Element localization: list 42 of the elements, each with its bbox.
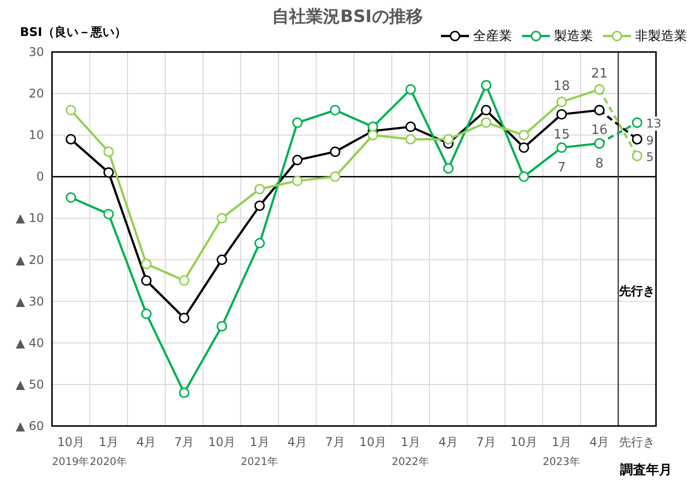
legend-label: 製造業 bbox=[554, 29, 593, 44]
y-axis-title: BSI（良い－悪い） bbox=[20, 25, 126, 39]
data-label: 5 bbox=[646, 150, 654, 164]
data-label: 9 bbox=[646, 133, 654, 148]
y-tick-label: 30 bbox=[28, 45, 44, 59]
y-tick-label: 20 bbox=[28, 86, 44, 101]
data-label: 8 bbox=[595, 156, 604, 172]
chart-title: 自社業況BSIの推移 bbox=[272, 7, 423, 27]
y-tick-label: ▲ 50 bbox=[16, 377, 44, 392]
y-tick-label: ▲ 60 bbox=[16, 419, 44, 433]
y-tick-label: ▲ 10 bbox=[16, 211, 44, 226]
x-tick-label: 7月 bbox=[325, 435, 345, 449]
legend-label: 非製造業 bbox=[635, 29, 687, 44]
y-tick-label: 10 bbox=[28, 128, 44, 142]
data-label: 15 bbox=[553, 127, 570, 142]
data-label: 13 bbox=[646, 116, 662, 131]
x-tick-label: 10月 2019年 bbox=[52, 435, 90, 468]
x-tick-label: 7月 bbox=[174, 435, 194, 449]
data-label: 18 bbox=[553, 78, 570, 94]
data-label: 16 bbox=[591, 123, 608, 138]
y-tick-label: ▲ 40 bbox=[16, 336, 44, 350]
data-label: 21 bbox=[591, 66, 608, 82]
y-tick-label: ▲ 20 bbox=[16, 252, 44, 267]
y-tick-label: 0 bbox=[36, 170, 44, 184]
x-tick-label: 10月 bbox=[510, 435, 538, 449]
legend-label: 全産業 bbox=[473, 28, 512, 44]
x-tick-label: 先行き bbox=[619, 435, 656, 449]
x-tick-label: 4月 bbox=[288, 435, 308, 449]
x-tick-label: 4月 bbox=[438, 435, 458, 449]
x-tick-label: 1月 2022年 bbox=[392, 435, 430, 468]
x-tick-label: 1月 2021年 bbox=[240, 435, 278, 468]
x-tick-label: 4月 bbox=[136, 435, 156, 449]
x-tick-label: 10月 bbox=[359, 435, 387, 449]
x-tick-label: 10月 bbox=[208, 435, 236, 449]
x-tick-label: 4月 bbox=[590, 435, 610, 449]
y-tick-label: ▲ 30 bbox=[16, 294, 44, 308]
x-axis-title: 調査年月 bbox=[620, 462, 672, 478]
data-label: 7 bbox=[557, 160, 566, 176]
x-tick-label: 7月 bbox=[476, 435, 496, 449]
x-tick-label: 1月 2023年 bbox=[542, 435, 580, 468]
annotation: 先行き bbox=[618, 284, 656, 298]
x-tick-label: 1月 2020年 bbox=[90, 435, 128, 468]
